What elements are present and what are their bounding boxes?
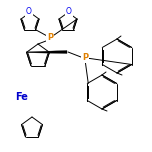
Text: Fe: Fe bbox=[16, 92, 28, 102]
Text: O: O bbox=[26, 7, 32, 17]
Text: O: O bbox=[66, 7, 72, 17]
Text: P: P bbox=[47, 33, 53, 43]
Polygon shape bbox=[27, 50, 67, 54]
Text: P: P bbox=[82, 54, 88, 62]
